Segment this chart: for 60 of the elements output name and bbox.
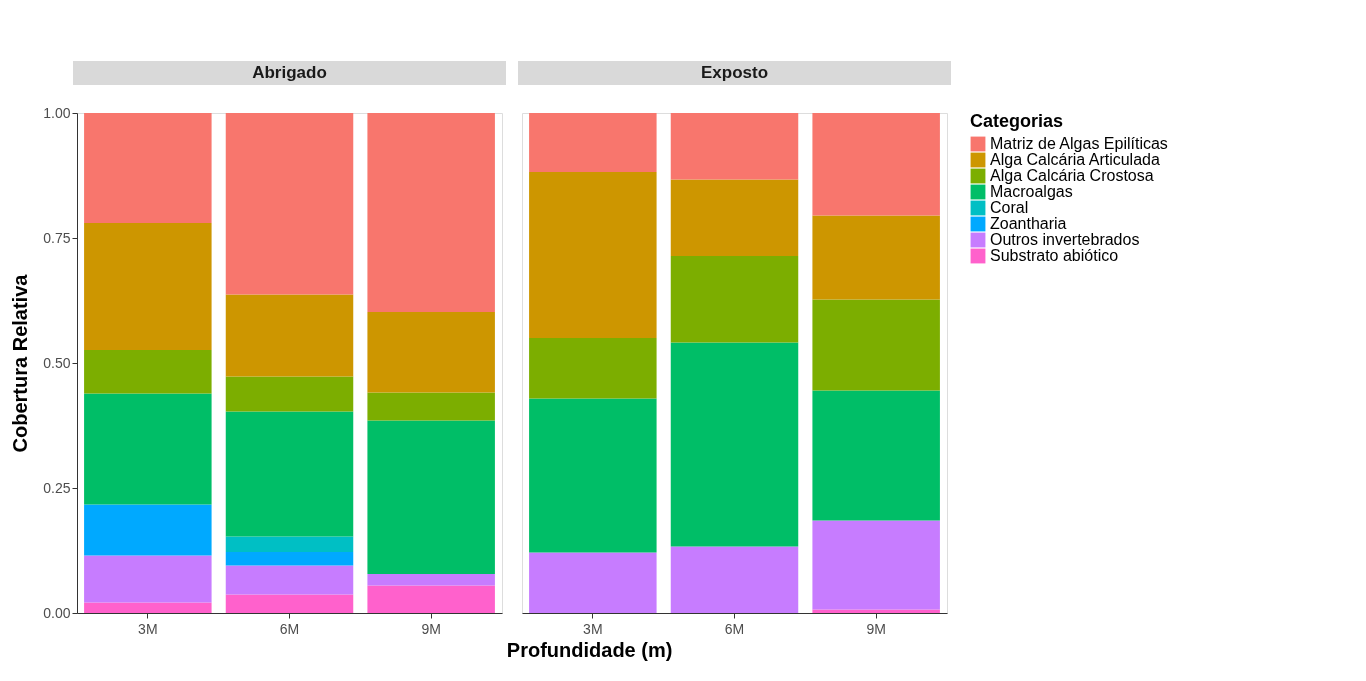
y-tick-label: 0.75: [43, 229, 71, 246]
bar: [225, 552, 354, 566]
bar: [812, 299, 940, 391]
bar: [367, 574, 495, 586]
legend-label: Alga Calcária Crostosa: [990, 167, 1154, 184]
bar: [367, 312, 495, 393]
bar: [225, 565, 354, 595]
x-tick-label: 3M: [138, 620, 158, 637]
legend-label: Outros invertebrados: [990, 231, 1140, 248]
bar: [84, 223, 212, 350]
x-tick-label: 3M: [583, 620, 603, 637]
y-tick-label: 1.00: [43, 104, 71, 121]
y-tick-label: 0.50: [43, 354, 71, 371]
x-tick-label: 9M: [866, 620, 886, 637]
bar: [367, 420, 495, 574]
bar: [529, 172, 657, 338]
bar: [225, 411, 354, 537]
bar: [367, 113, 495, 312]
bar: [529, 338, 657, 399]
bar: [670, 113, 799, 180]
legend-label: Zoantharia: [990, 215, 1067, 232]
bar: [812, 520, 940, 610]
bar: [225, 376, 354, 412]
y-axis-title: Cobertura Relativa: [9, 273, 32, 453]
bar: [812, 215, 940, 300]
legend-label: Substrato abiótico: [990, 247, 1119, 264]
x-tick-label: 9M: [421, 620, 441, 637]
bar: [367, 585, 495, 613]
bar: [84, 393, 212, 505]
legend-label: Matriz de Algas Epilíticas: [990, 135, 1168, 152]
x-axis-title: Profundidade (m): [506, 638, 673, 661]
bar: [670, 546, 799, 613]
bar: [225, 113, 354, 295]
bar: [812, 113, 940, 216]
bar: [225, 594, 354, 613]
y-tick-label: 0.25: [43, 479, 71, 496]
bar: [529, 113, 657, 172]
bar: [670, 256, 799, 343]
bar: [84, 602, 212, 613]
bar: [529, 398, 657, 553]
bar: [367, 392, 495, 421]
bar: [812, 390, 940, 521]
bar: [670, 179, 799, 256]
bar: [84, 555, 212, 603]
bar: [84, 350, 212, 394]
bar: [670, 342, 799, 547]
chart-title: Exposto: [700, 63, 769, 82]
legend-label: Coral: [990, 199, 1029, 216]
bar: [529, 552, 657, 613]
bar: [84, 113, 212, 223]
legend-title: Categorias: [970, 111, 1064, 131]
chart-title: Abrigado: [252, 63, 327, 82]
bar: [84, 504, 212, 556]
legend-label: Alga Calcária Articulada: [990, 151, 1160, 168]
bar: [225, 536, 354, 552]
x-tick-label: 6M: [724, 620, 745, 637]
legend-label: Macroalgas: [990, 183, 1073, 200]
bar: [225, 294, 354, 377]
x-tick-label: 6M: [279, 620, 300, 637]
y-tick-label: 0.00: [43, 604, 71, 621]
